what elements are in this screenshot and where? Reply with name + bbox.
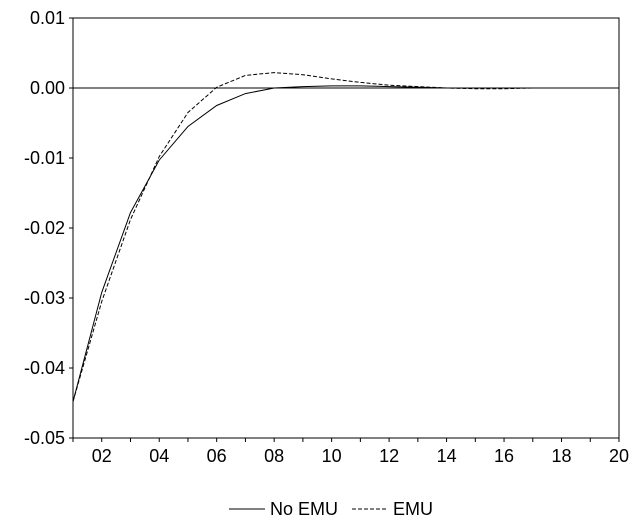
legend-label-emu: EMU bbox=[393, 499, 433, 519]
series-line-no-emu bbox=[72, 85, 619, 402]
legend-label-no-emu: No EMU bbox=[270, 499, 338, 519]
x-tick-label: 06 bbox=[207, 446, 227, 466]
legend: No EMU EMU bbox=[229, 499, 433, 519]
y-tick-label: -0.01 bbox=[24, 148, 65, 168]
x-tick-label: 02 bbox=[92, 446, 112, 466]
x-tick-label: 04 bbox=[149, 446, 169, 466]
x-tick-label: 14 bbox=[437, 446, 457, 466]
x-tick-label: 20 bbox=[609, 446, 629, 466]
y-tick-label: -0.04 bbox=[24, 358, 65, 378]
y-tick-label: -0.05 bbox=[24, 428, 65, 448]
series-line-emu bbox=[72, 72, 619, 402]
x-axis: 02 04 06 08 10 12 14 16 18 20 bbox=[72, 438, 629, 466]
series-layer bbox=[72, 72, 619, 402]
x-tick-label: 16 bbox=[494, 446, 514, 466]
y-tick-label: 0.01 bbox=[30, 8, 65, 28]
y-tick-label: 0.00 bbox=[30, 78, 65, 98]
x-tick-label: 10 bbox=[322, 446, 342, 466]
y-tick-label: -0.02 bbox=[24, 218, 65, 238]
x-tick-label: 08 bbox=[264, 446, 284, 466]
y-tick-label: -0.03 bbox=[24, 288, 65, 308]
x-tick-label: 18 bbox=[552, 446, 572, 466]
y-axis: 0.01 0.00 -0.01 -0.02 -0.03 -0.04 -0.05 bbox=[24, 8, 73, 448]
x-tick-label: 12 bbox=[379, 446, 399, 466]
